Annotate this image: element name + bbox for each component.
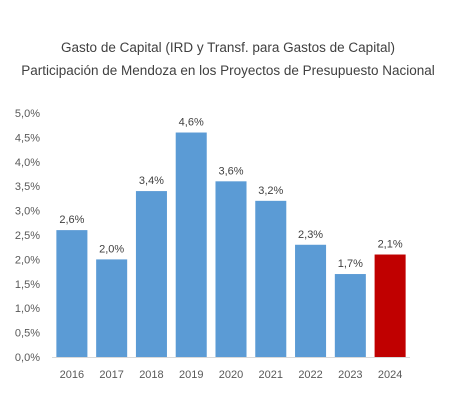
- y-tick-label: 2,5%: [15, 230, 40, 242]
- data-label-2023: 1,7%: [338, 258, 363, 270]
- bar-2024: [374, 254, 406, 357]
- y-tick-label: 0,5%: [15, 328, 40, 340]
- data-label-2019: 4,6%: [179, 117, 204, 129]
- x-tick-label-2021: 2021: [259, 369, 283, 381]
- bar-2018: [135, 191, 167, 357]
- data-label-2020: 3,6%: [218, 165, 243, 177]
- x-tick-label-2017: 2017: [99, 369, 123, 381]
- data-label-2016: 2,6%: [59, 214, 84, 226]
- y-tick-label: 3,0%: [15, 206, 40, 218]
- x-tick-label-2018: 2018: [139, 369, 163, 381]
- data-label-2021: 3,2%: [258, 185, 283, 197]
- x-tick-label-2016: 2016: [60, 369, 84, 381]
- y-tick-label: 1,5%: [15, 279, 40, 291]
- y-tick-label: 0,0%: [15, 352, 40, 364]
- y-tick-label: 1,0%: [15, 303, 40, 315]
- x-tick-label-2022: 2022: [298, 369, 322, 381]
- x-tick-label-2019: 2019: [179, 369, 203, 381]
- y-tick-label: 4,0%: [15, 157, 40, 169]
- data-label-2024: 2,1%: [378, 239, 403, 251]
- x-tick-label-2024: 2024: [378, 369, 402, 381]
- y-tick-label: 4,5%: [15, 132, 40, 144]
- data-label-2018: 3,4%: [139, 175, 164, 187]
- bar-2020: [215, 181, 247, 357]
- y-tick-label: 5,0%: [15, 108, 40, 120]
- x-tick-label-2023: 2023: [338, 369, 362, 381]
- data-label-2017: 2,0%: [99, 243, 124, 255]
- bar-2021: [255, 200, 287, 357]
- bar-2017: [96, 259, 128, 357]
- bar-2019: [175, 132, 207, 357]
- y-tick-label: 3,5%: [15, 181, 40, 193]
- y-tick-label: 2,0%: [15, 254, 40, 266]
- chart-subtitle: Participación de Mendoza en los Proyecto…: [21, 63, 435, 78]
- data-label-2022: 2,3%: [298, 229, 323, 241]
- bar-2023: [334, 274, 366, 357]
- x-tick-label-2020: 2020: [219, 369, 243, 381]
- bar-2016: [56, 230, 88, 357]
- chart-title: Gasto de Capital (IRD y Transf. para Gas…: [61, 40, 395, 55]
- bar-2022: [295, 244, 327, 357]
